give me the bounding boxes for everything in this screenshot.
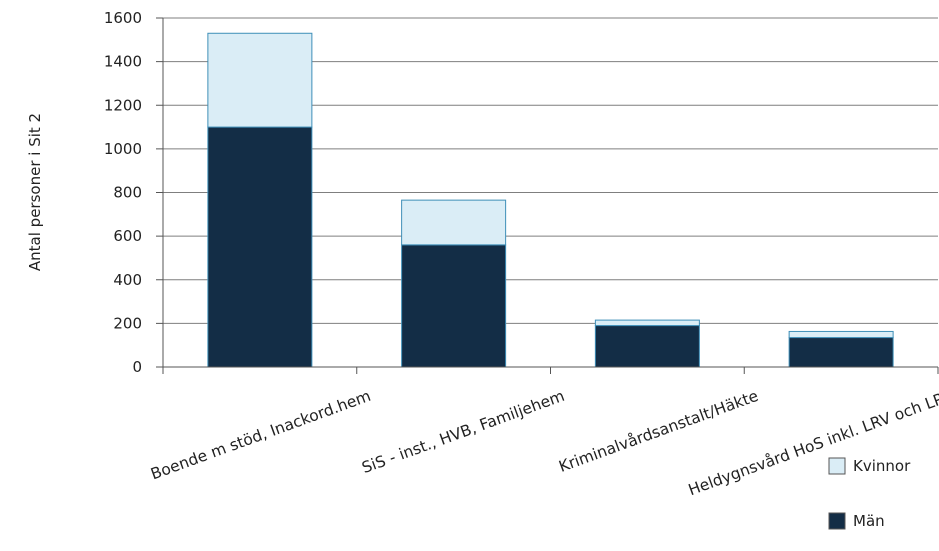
bar-segment-man	[401, 244, 507, 368]
bars	[207, 32, 894, 368]
y-tick-label: 1000	[104, 140, 142, 158]
y-axis-ticks: 0 200 400 600 800 1000 1200 1400 1600	[104, 9, 164, 376]
y-axis-title: Antal personer i Sit 2	[26, 113, 44, 271]
bar-segment-kvinnor	[401, 199, 507, 246]
bar-segment-kvinnor	[594, 319, 700, 327]
y-tick-label: 800	[113, 184, 142, 202]
legend-label-man: Män	[853, 512, 885, 530]
legend-label-kvinnor: Kvinnor	[853, 457, 911, 475]
x-category-label: SiS - inst., HVB, Familjehem	[360, 387, 567, 477]
bar-segment-kvinnor	[788, 330, 894, 339]
legend: Kvinnor Män	[828, 457, 911, 530]
y-tick-label: 1400	[104, 53, 142, 71]
x-category-label: Kriminalvårdsanstalt/Häkte	[556, 387, 760, 476]
legend-swatch-man	[828, 512, 846, 530]
bar-segment-man	[594, 325, 700, 368]
y-tick-label: 0	[132, 358, 142, 376]
x-axis	[162, 366, 939, 374]
y-tick-label: 200	[113, 314, 142, 332]
y-tick-label: 400	[113, 271, 142, 289]
y-tick-label: 600	[113, 227, 142, 245]
bar-segment-kvinnor	[207, 32, 313, 128]
x-category-label: Boende m stöd, Inackord.hem	[148, 387, 373, 484]
legend-swatch-kvinnor	[828, 457, 846, 475]
y-tick-label: 1200	[104, 96, 142, 114]
y-tick-label: 1600	[104, 9, 142, 27]
bar-segment-man	[207, 126, 313, 368]
bar-segment-man	[788, 337, 894, 368]
